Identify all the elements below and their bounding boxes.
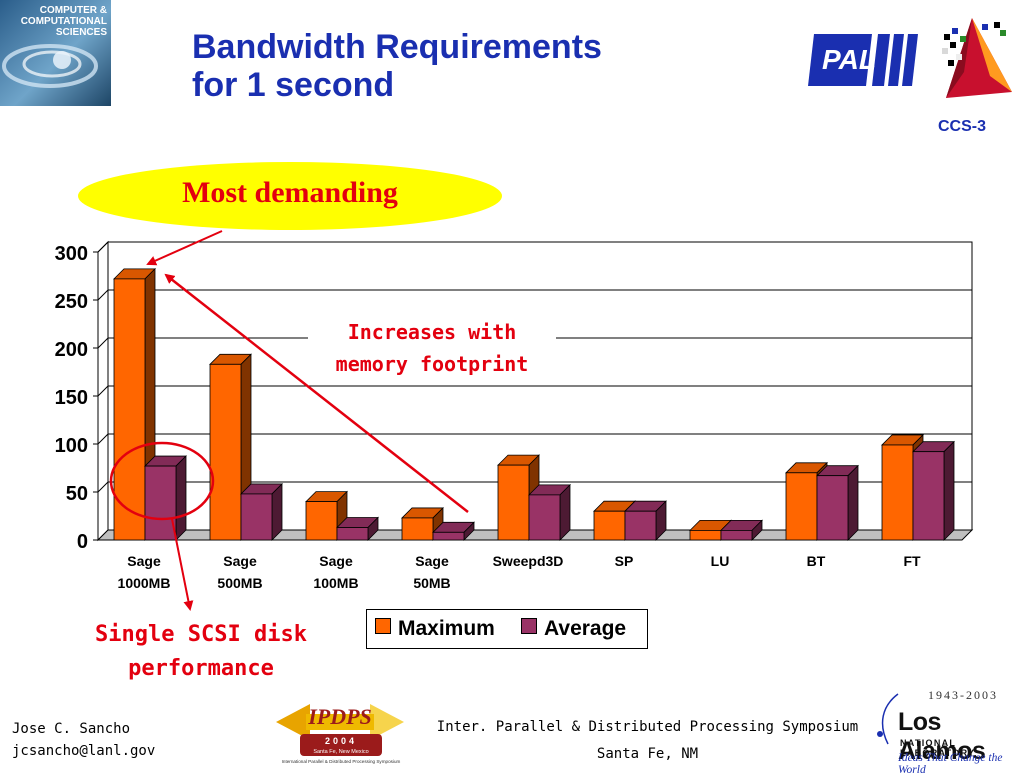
pyramid-logo <box>942 18 1012 98</box>
bar-maximum <box>209 363 242 541</box>
bar-maximum <box>593 510 626 541</box>
ccs-logo-line2: COMPUTATIONAL <box>20 16 107 27</box>
ccs-logo-line1: COMPUTER & <box>39 5 107 16</box>
lanl-name: Los Alamos <box>898 708 986 765</box>
x-tick-label: 100MB <box>313 575 358 591</box>
slide-code: CCS-3 <box>938 118 987 135</box>
x-tick-label: Sage <box>127 553 161 569</box>
y-tick-label: 50 <box>66 483 88 505</box>
symposium-block: Inter. Parallel & Distributed Processing… <box>400 714 895 768</box>
x-tick-label: FT <box>903 553 921 569</box>
callout-scsi-line1: Single SCSI disk <box>95 622 307 647</box>
ccs-logo: COMPUTER & COMPUTATIONAL SCIENCES <box>0 0 111 106</box>
x-tick-label: LU <box>711 553 730 569</box>
chart-legend: Maximum Average <box>366 609 648 649</box>
callout-oval <box>78 162 502 230</box>
callout-scsi: Single SCSI disk performance <box>70 618 332 686</box>
symposium-location: Santa Fe, NM <box>596 746 699 762</box>
legend-swatch-maximum <box>375 618 391 634</box>
bar-maximum <box>497 464 530 541</box>
callout-memory-line1: Increases with <box>347 320 517 344</box>
author-email: jcsancho@lanl.gov <box>12 743 156 759</box>
y-tick-label: 300 <box>55 243 88 265</box>
bar-maximum <box>401 517 434 541</box>
x-tick-label: 500MB <box>217 575 262 591</box>
author-block: Jose C. Sancho jcsancho@lanl.gov <box>12 718 155 762</box>
arrow-most-demanding <box>146 230 223 266</box>
legend-item-maximum: Maximum <box>375 618 495 640</box>
bar-average <box>720 530 753 541</box>
legend-label-maximum: Maximum <box>398 617 495 640</box>
lanl-tagline: Ideas That Change the World <box>898 752 1003 776</box>
callout-memory-line2: memory footprint <box>335 352 529 376</box>
lanl-years: 1943-2003 <box>928 688 998 702</box>
gridline-side <box>97 241 109 253</box>
symposium-name: Inter. Parallel & Distributed Processing… <box>436 719 859 735</box>
y-tick-label: 100 <box>55 435 88 457</box>
x-tick-label: Sage <box>223 553 257 569</box>
y-tick-label: 0 <box>77 531 88 553</box>
bar-average <box>912 451 945 541</box>
bar-average <box>816 475 849 541</box>
ipdps-logo: IPDPS 2004 Santa Fe, New Mexico Internat… <box>276 704 404 764</box>
bar-side-average <box>271 482 283 541</box>
slide-title-line2: for 1 second <box>192 66 395 104</box>
x-tick-label: BT <box>807 553 826 569</box>
y-tick-label: 150 <box>55 387 88 409</box>
slide-title: Bandwidth Requirements for 1 second <box>192 28 602 104</box>
ipdps-logo-year: 2004 <box>325 736 357 746</box>
circle-average-sage1000 <box>109 441 215 521</box>
bar-side-average <box>847 464 859 541</box>
callout-memory-footprint: Increases with memory footprint <box>308 316 556 380</box>
callout-scsi-line2: performance <box>128 656 274 681</box>
bar-side-average <box>943 440 955 541</box>
bar-maximum <box>305 501 338 541</box>
bar-average <box>144 465 177 541</box>
bar-maximum <box>785 472 818 541</box>
lanl-subtitle: NATIONAL LABORATORY <box>900 738 976 758</box>
ipdps-logo-text: IPDPS <box>307 704 372 729</box>
arrow-memory-footprint <box>164 273 469 513</box>
x-tick-label: SP <box>615 553 634 569</box>
bar-average <box>336 527 369 541</box>
bar-average <box>528 494 561 541</box>
author-name: Jose C. Sancho <box>12 721 131 737</box>
legend-item-average: Average <box>521 618 626 640</box>
legend-label-average: Average <box>544 617 627 640</box>
bar-maximum <box>689 530 722 541</box>
bar-side-average <box>559 483 571 541</box>
los-alamos-logo: 1943-2003 Los Alamos NATIONAL LABORATORY… <box>868 686 1024 776</box>
ccs-logo-line3: SCIENCES <box>55 27 107 38</box>
bar-average <box>624 510 657 541</box>
gridline-side <box>97 385 109 397</box>
arrow-scsi <box>171 518 194 611</box>
y-tick-label: 250 <box>55 291 88 313</box>
gridline-side <box>97 433 109 445</box>
bar-average <box>240 493 273 541</box>
ipdps-logo-full: International Parallel & Distributed Pro… <box>282 759 401 764</box>
pal-logo: PAL <box>808 34 918 86</box>
gridline-side <box>97 481 109 493</box>
bar-side-average <box>175 455 187 541</box>
bar-maximum <box>881 444 914 541</box>
bar-average <box>432 531 465 541</box>
bar-maximum <box>113 278 146 541</box>
pal-logo-text: PAL <box>822 44 876 75</box>
x-tick-label: 1000MB <box>118 575 171 591</box>
ipdps-logo-location: Santa Fe, New Mexico <box>313 749 368 755</box>
x-tick-label: Sage <box>319 553 353 569</box>
callout-most-demanding: Most demanding <box>182 176 398 209</box>
x-tick-label: 50MB <box>413 575 450 591</box>
gridline-side <box>97 289 109 301</box>
y-tick-label: 200 <box>55 339 88 361</box>
x-tick-label: Sweepd3D <box>493 553 564 569</box>
slide-title-line1: Bandwidth Requirements <box>192 28 602 66</box>
x-tick-label: Sage <box>415 553 449 569</box>
gridline-side <box>97 337 109 349</box>
legend-swatch-average <box>521 618 537 634</box>
